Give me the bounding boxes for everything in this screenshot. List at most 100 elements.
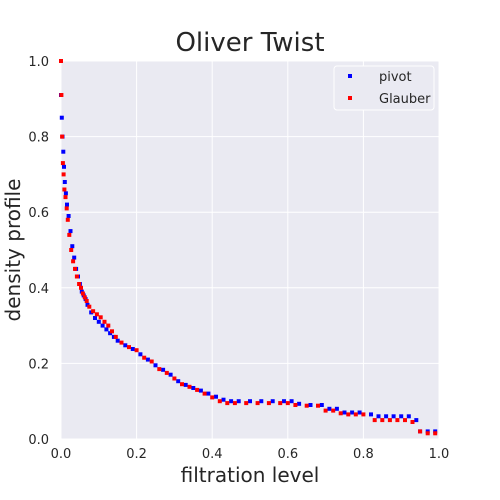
data-point xyxy=(418,429,423,434)
data-point xyxy=(350,410,355,415)
data-point xyxy=(63,191,68,196)
data-point xyxy=(119,340,124,345)
data-point xyxy=(403,418,407,423)
data-point xyxy=(79,285,83,290)
data-point xyxy=(138,352,143,357)
x-tick-label: 0.0 xyxy=(51,447,72,462)
data-point xyxy=(353,412,358,417)
y-axis-label: density profile xyxy=(1,179,25,322)
data-point xyxy=(289,399,294,404)
data-point xyxy=(414,418,419,423)
data-point xyxy=(387,418,392,423)
y-tick-label: 1.0 xyxy=(28,55,49,70)
legend: pivot Glauber xyxy=(333,65,435,111)
data-point xyxy=(134,348,139,353)
data-point xyxy=(195,387,200,392)
y-tick-label: 0.4 xyxy=(28,282,49,297)
data-point xyxy=(278,401,283,406)
data-point xyxy=(187,384,192,389)
data-point xyxy=(327,406,332,411)
y-tick-label: 0.0 xyxy=(28,433,49,448)
plot-area xyxy=(61,61,439,439)
data-point xyxy=(248,399,252,404)
data-point xyxy=(331,408,336,413)
data-point xyxy=(65,202,69,207)
data-point xyxy=(59,93,64,97)
data-point xyxy=(110,329,114,334)
data-point xyxy=(191,386,196,390)
data-point xyxy=(123,343,128,348)
data-point xyxy=(149,359,154,364)
data-point xyxy=(372,418,377,423)
data-point xyxy=(399,414,404,419)
data-point xyxy=(323,408,328,413)
data-point xyxy=(338,411,343,416)
data-point xyxy=(259,399,264,404)
data-point xyxy=(176,379,181,384)
data-point xyxy=(183,382,188,387)
data-point xyxy=(172,376,177,381)
data-point xyxy=(59,115,64,120)
data-point xyxy=(221,397,226,402)
data-point xyxy=(61,172,66,177)
data-point xyxy=(244,401,249,406)
data-point xyxy=(145,357,150,362)
data-point xyxy=(433,431,438,436)
data-point xyxy=(304,403,309,408)
data-point xyxy=(142,355,147,360)
data-point xyxy=(82,295,87,300)
data-point xyxy=(80,291,85,296)
data-point xyxy=(293,403,298,407)
data-point xyxy=(93,316,97,320)
data-point xyxy=(127,345,131,350)
data-point xyxy=(406,414,411,419)
data-point xyxy=(342,410,347,415)
data-point xyxy=(361,412,366,417)
data-point xyxy=(334,406,339,411)
data-point xyxy=(68,229,73,234)
data-point xyxy=(106,323,111,328)
data-point xyxy=(346,412,351,417)
legend-label-pivot: pivot xyxy=(379,70,412,85)
data-point xyxy=(59,59,63,63)
y-tick-label: 0.8 xyxy=(28,131,49,146)
data-point xyxy=(357,410,362,415)
data-point xyxy=(96,319,101,324)
x-tick-label: 0.6 xyxy=(277,447,298,462)
data-point xyxy=(255,401,260,406)
x-tick-label: 0.8 xyxy=(353,447,374,462)
data-point xyxy=(72,255,77,260)
data-point xyxy=(73,266,77,271)
data-point xyxy=(77,282,82,286)
data-point xyxy=(62,187,67,192)
legend-marker-pivot xyxy=(348,74,352,78)
data-point xyxy=(198,388,203,393)
data-point xyxy=(236,399,241,404)
data-point xyxy=(214,394,218,399)
data-point xyxy=(297,401,302,406)
data-point xyxy=(316,403,320,408)
data-point xyxy=(384,414,389,419)
data-point xyxy=(391,414,396,419)
data-point xyxy=(115,338,120,343)
data-point xyxy=(104,327,109,332)
data-point xyxy=(369,412,373,417)
legend-marker-glauber xyxy=(348,96,352,100)
data-point xyxy=(62,164,66,169)
data-point xyxy=(425,431,430,436)
data-point xyxy=(66,214,71,218)
data-point xyxy=(91,309,96,314)
data-point xyxy=(161,367,166,372)
x-tick-label: 0.4 xyxy=(202,447,223,462)
data-point xyxy=(266,401,271,406)
data-point xyxy=(62,180,67,184)
data-point xyxy=(376,414,381,419)
y-tick-label: 0.2 xyxy=(28,357,49,372)
legend-box xyxy=(333,65,435,111)
data-point xyxy=(130,347,135,351)
data-point xyxy=(153,363,158,368)
data-point xyxy=(157,367,162,372)
data-point xyxy=(285,401,290,406)
x-tick-label: 0.2 xyxy=(126,447,147,462)
